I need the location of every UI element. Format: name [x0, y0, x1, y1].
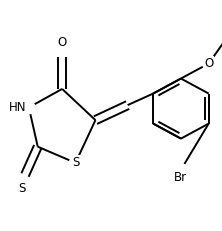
Text: S: S — [72, 156, 79, 169]
Text: HN: HN — [9, 101, 27, 114]
Text: Br: Br — [174, 171, 188, 184]
Text: S: S — [18, 182, 26, 195]
Text: O: O — [204, 57, 213, 70]
Text: O: O — [57, 36, 67, 49]
